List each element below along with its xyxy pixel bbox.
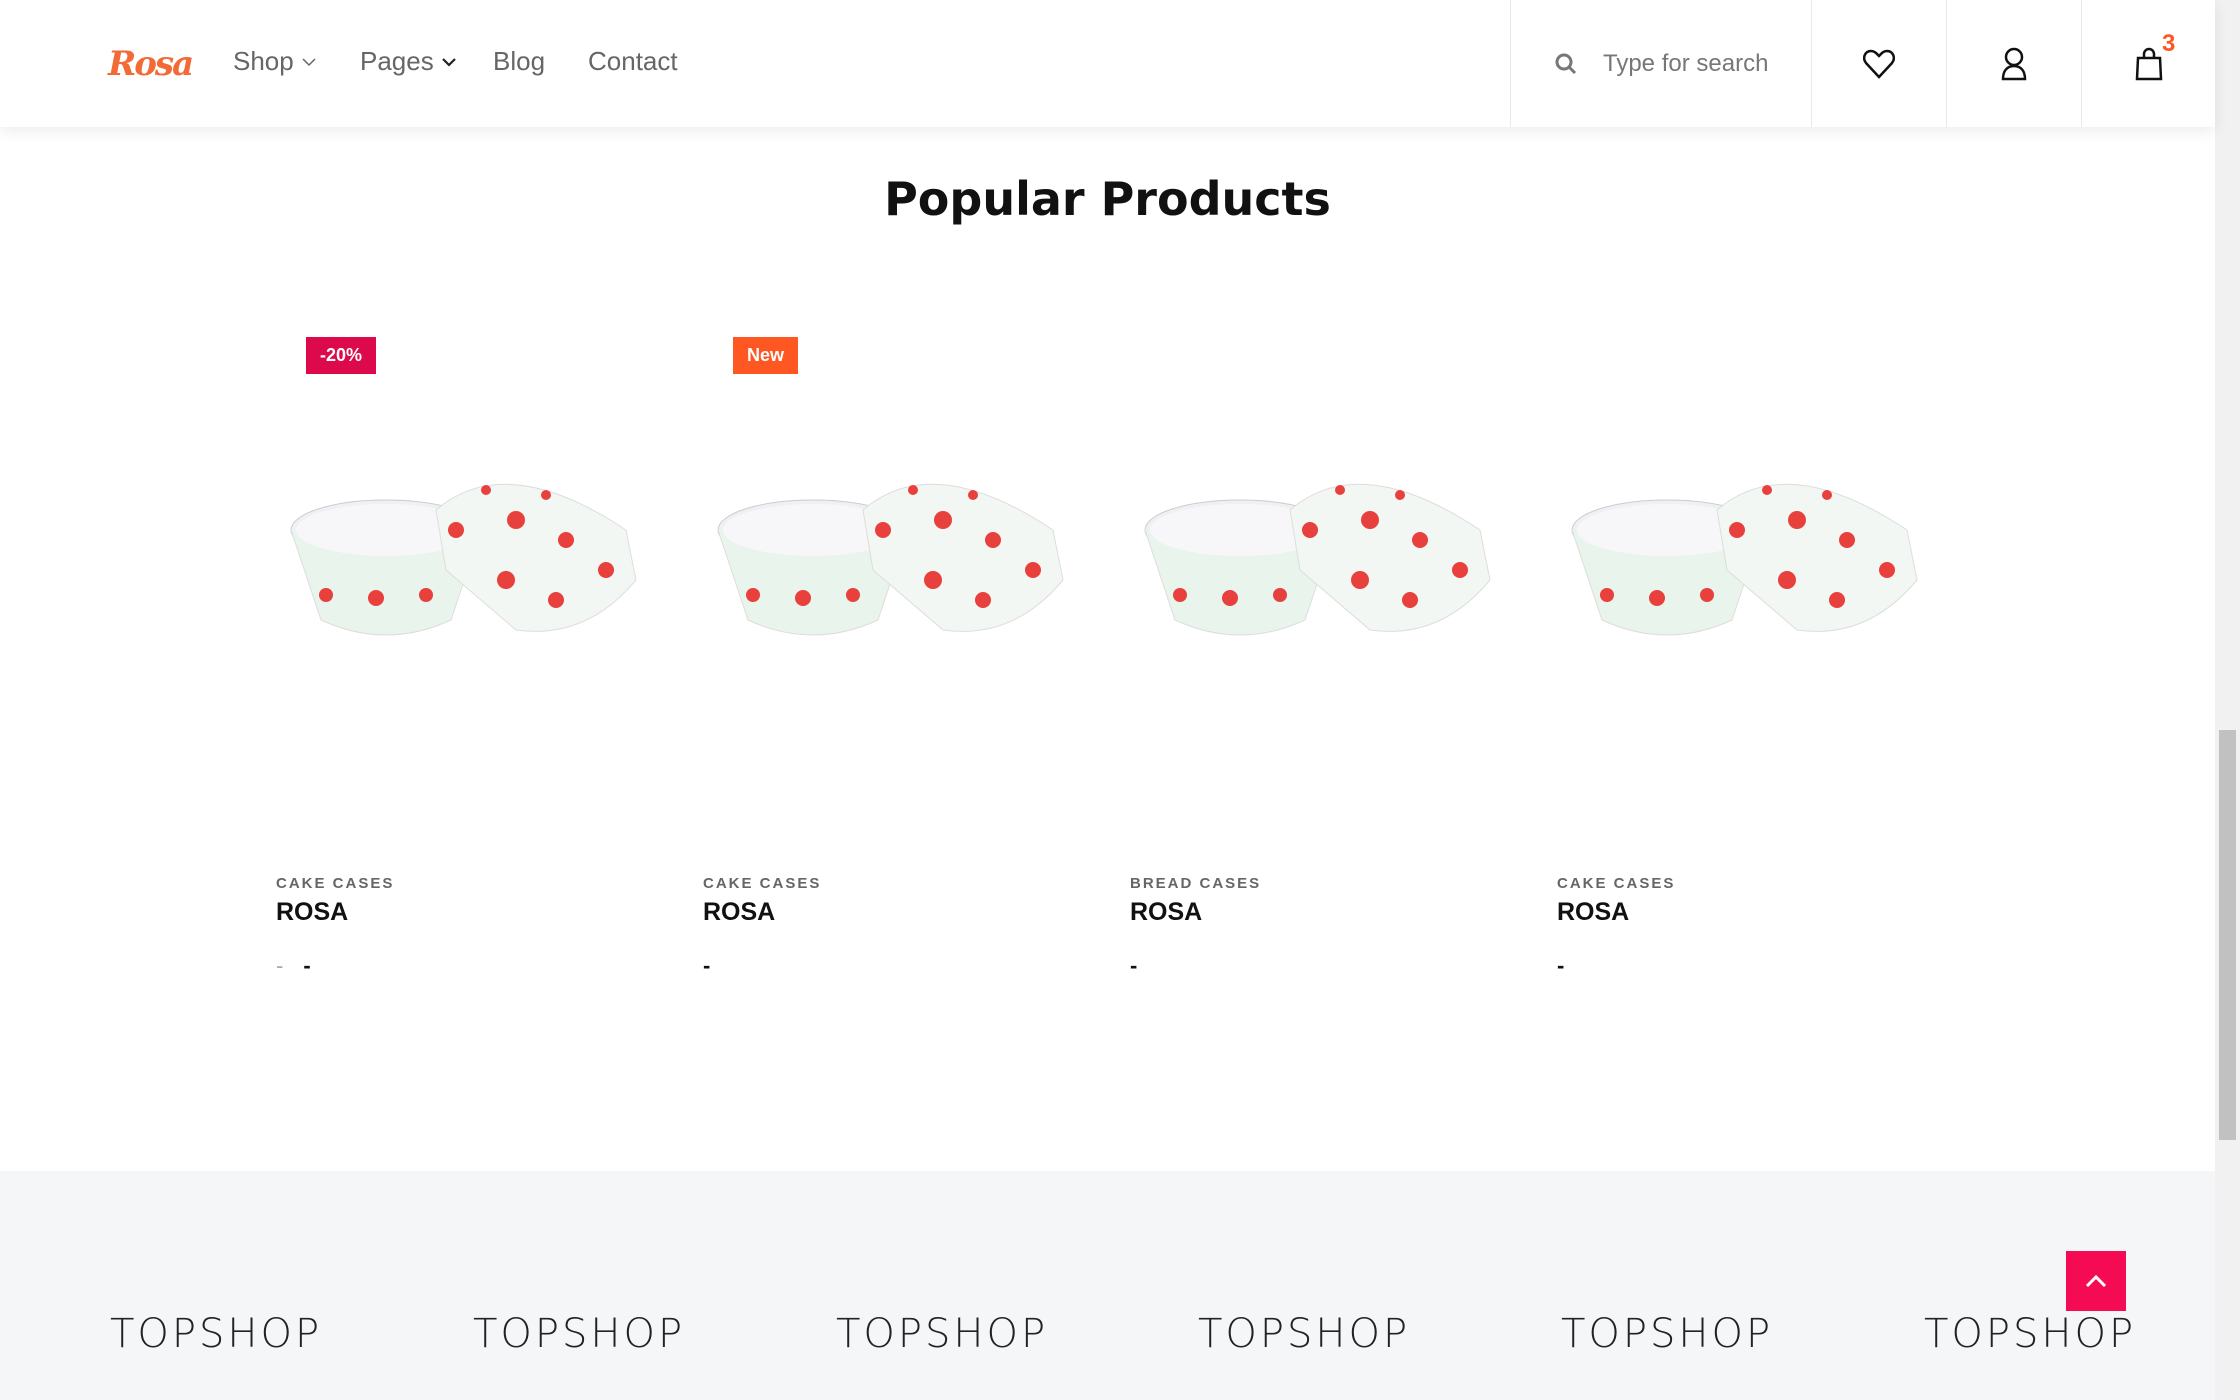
product-image[interactable] bbox=[1140, 470, 1500, 670]
nav-label: Contact bbox=[588, 46, 678, 76]
brand-logo[interactable]: TOPSHOP bbox=[110, 1311, 323, 1357]
search-icon bbox=[1555, 53, 1577, 74]
price-value: - bbox=[303, 953, 311, 978]
price-value: - bbox=[1130, 953, 1138, 978]
chevron-down-icon bbox=[441, 57, 456, 67]
product-name[interactable]: ROSA bbox=[276, 898, 349, 926]
nav-label: Pages bbox=[360, 46, 434, 76]
product-category[interactable]: CAKE CASES bbox=[276, 875, 395, 892]
brand-logo[interactable]: TOPSHOP bbox=[1198, 1311, 1411, 1357]
search-box[interactable]: Type for search bbox=[1510, 0, 1811, 127]
scrollbar[interactable] bbox=[2215, 0, 2240, 1400]
product-category[interactable]: BREAD CASES bbox=[1130, 875, 1262, 892]
nav-blog[interactable]: Blog bbox=[493, 46, 545, 77]
nav-label: Blog bbox=[493, 46, 546, 76]
product-price: - bbox=[1557, 953, 1564, 979]
brand-logo[interactable]: TOPSHOP bbox=[1924, 1311, 2137, 1357]
product-badge: -20% bbox=[306, 337, 377, 374]
price-value: - bbox=[703, 953, 711, 978]
brand-logo[interactable]: TOPSHOP bbox=[473, 1311, 686, 1357]
product-card[interactable]: New CAKE CASES ROSA - bbox=[703, 320, 1083, 980]
product-category[interactable]: CAKE CASES bbox=[703, 875, 822, 892]
chevron-up-icon bbox=[2085, 1274, 2107, 1288]
brand-footer: TOPSHOP TOPSHOP TOPSHOP TOPSHOP TOPSHOP TOPSH… bbox=[0, 1171, 2215, 1400]
account-button[interactable] bbox=[1946, 0, 2081, 127]
nav-contact[interactable]: Contact bbox=[588, 46, 678, 77]
product-name[interactable]: ROSA bbox=[1557, 898, 1630, 926]
site-header: Rosa Shop Pages Blog Contact Type for se… bbox=[0, 0, 2215, 127]
product-image[interactable] bbox=[1567, 470, 1927, 670]
shopping-bag-icon bbox=[2135, 47, 2162, 80]
brand-logo[interactable]: TOPSHOP bbox=[836, 1311, 1049, 1357]
product-card[interactable]: -20% CAKE CASES ROSA -- bbox=[276, 320, 656, 980]
nav-label: Shop bbox=[233, 46, 294, 76]
back-to-top-button[interactable] bbox=[2066, 1251, 2126, 1311]
scrollbar-thumb[interactable] bbox=[2219, 730, 2236, 1140]
product-name[interactable]: ROSA bbox=[703, 898, 776, 926]
nav-shop[interactable]: Shop bbox=[233, 46, 318, 77]
section-title: Popular Products bbox=[884, 172, 1331, 226]
wishlist-button[interactable] bbox=[1811, 0, 1946, 127]
product-name[interactable]: ROSA bbox=[1130, 898, 1203, 926]
product-price: - bbox=[1130, 953, 1137, 979]
product-card[interactable]: BREAD CASES ROSA - bbox=[1130, 320, 1510, 980]
cart-button[interactable]: 3 bbox=[2081, 0, 2215, 127]
product-badge: New bbox=[733, 337, 799, 374]
product-price: - bbox=[703, 953, 710, 979]
logo[interactable]: Rosa bbox=[108, 44, 194, 84]
product-image[interactable] bbox=[286, 470, 646, 670]
search-input[interactable]: Type for search bbox=[1603, 49, 1769, 77]
old-price: - bbox=[276, 953, 284, 978]
heart-icon bbox=[1863, 49, 1895, 79]
product-card[interactable]: CAKE CASES ROSA - bbox=[1557, 320, 1937, 980]
user-icon bbox=[2001, 47, 2027, 80]
nav-pages[interactable]: Pages bbox=[360, 46, 458, 77]
cart-count-badge: 3 bbox=[2162, 30, 2176, 57]
brand-logo[interactable]: TOPSHOP bbox=[1561, 1311, 1774, 1357]
product-image[interactable] bbox=[713, 470, 1073, 670]
product-category[interactable]: CAKE CASES bbox=[1557, 875, 1676, 892]
chevron-down-icon bbox=[302, 57, 316, 66]
price-value: - bbox=[1557, 953, 1565, 978]
product-price: -- bbox=[276, 953, 311, 979]
